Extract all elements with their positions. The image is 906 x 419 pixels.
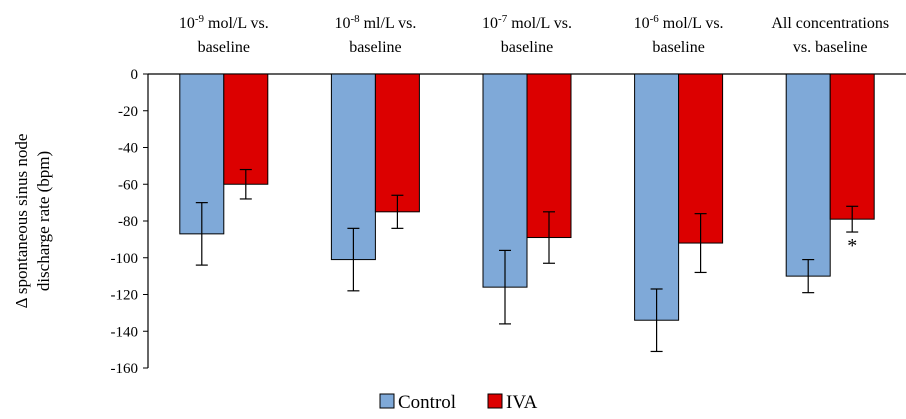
bar-control	[785, 73, 831, 277]
category-label-line2: baseline	[349, 39, 401, 56]
legend-label-iva: IVA	[506, 392, 538, 413]
bar-iva	[526, 73, 572, 239]
y-axis-label: Δ spontaneous sinus node	[12, 134, 31, 309]
y-tick-label: 0	[131, 67, 139, 83]
category-label-line2: baseline	[501, 39, 553, 56]
y-axis-label: discharge rate (bpm)	[34, 151, 53, 291]
category-label: 10-8 ml/L vs.	[334, 13, 416, 32]
y-tick-label: -100	[111, 251, 139, 267]
y-tick-label: -20	[118, 104, 138, 120]
legend-swatch-iva	[487, 393, 503, 409]
bar-iva	[374, 73, 420, 213]
bar-control	[634, 73, 680, 321]
bar-iva	[829, 73, 875, 220]
y-tick-label: -120	[111, 288, 139, 304]
significance-asterisk: *	[847, 235, 857, 257]
category-label: 10-7 mol/L vs.	[482, 13, 572, 32]
category-label: All concentrations	[771, 15, 889, 32]
y-tick-label: -80	[118, 214, 138, 230]
y-tick-label: -60	[118, 177, 138, 193]
legend-label-control: Control	[398, 392, 456, 413]
legend-swatch-control	[379, 393, 395, 409]
category-label: 10-9 mol/L vs.	[179, 13, 269, 32]
category-label-line2: vs. baseline	[793, 39, 868, 56]
category-label-line2: baseline	[198, 39, 250, 56]
y-tick-label: -40	[118, 141, 138, 157]
bar-iva	[223, 73, 269, 185]
category-label-line2: baseline	[652, 39, 704, 56]
category-label: 10-6 mol/L vs.	[634, 13, 724, 32]
y-tick-label: -160	[111, 361, 139, 377]
y-tick-label: -140	[111, 324, 139, 340]
